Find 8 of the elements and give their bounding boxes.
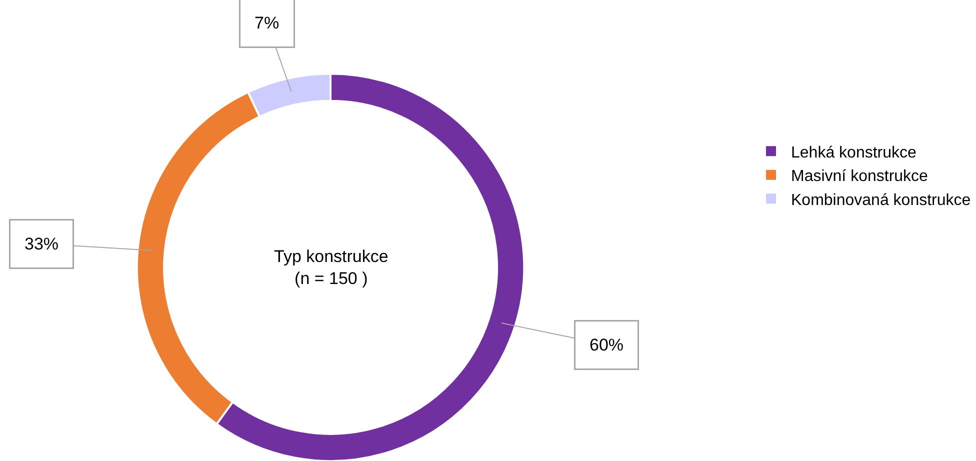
legend-label: Lehká konstrukce — [791, 144, 917, 162]
legend-label: Kombinovaná konstrukce — [791, 192, 971, 209]
data-label: 7% — [254, 14, 280, 32]
data-label: 60% — [590, 336, 624, 354]
legend-label: Masivní konstrukce — [791, 168, 928, 186]
data-label: 33% — [24, 234, 59, 254]
text: (n = 150 ) — [294, 269, 368, 288]
text: Typ konstrukce — [274, 247, 388, 266]
